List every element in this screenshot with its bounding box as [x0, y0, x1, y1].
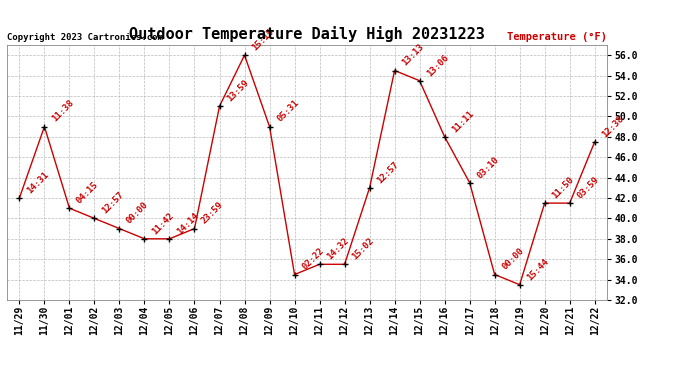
- Text: 14:32: 14:32: [325, 236, 351, 261]
- Text: 15:02: 15:02: [350, 236, 375, 261]
- Text: 11:11: 11:11: [450, 109, 475, 134]
- Text: 04:15: 04:15: [75, 180, 100, 206]
- Text: 14:31: 14:31: [25, 170, 50, 195]
- Text: Temperature (°F): Temperature (°F): [507, 33, 607, 42]
- Text: 00:00: 00:00: [125, 201, 150, 226]
- Text: 11:38: 11:38: [50, 99, 75, 124]
- Text: 11:42: 11:42: [150, 211, 175, 236]
- Text: 05:31: 05:31: [275, 99, 300, 124]
- Text: 15:15: 15:15: [250, 27, 275, 52]
- Text: 15:44: 15:44: [525, 256, 551, 282]
- Text: 11:50: 11:50: [550, 175, 575, 200]
- Text: 12:57: 12:57: [100, 190, 126, 216]
- Title: Outdoor Temperature Daily High 20231223: Outdoor Temperature Daily High 20231223: [129, 27, 485, 42]
- Text: 00:00: 00:00: [500, 246, 526, 272]
- Text: 02:22: 02:22: [300, 246, 326, 272]
- Text: 03:59: 03:59: [575, 175, 600, 200]
- Text: 13:06: 13:06: [425, 53, 451, 78]
- Text: 12:38: 12:38: [600, 114, 626, 139]
- Text: 13:13: 13:13: [400, 42, 426, 68]
- Text: 12:57: 12:57: [375, 160, 400, 185]
- Text: 13:59: 13:59: [225, 78, 250, 104]
- Text: 23:59: 23:59: [200, 201, 226, 226]
- Text: 03:10: 03:10: [475, 154, 500, 180]
- Text: Copyright 2023 Cartronics.com: Copyright 2023 Cartronics.com: [7, 33, 163, 42]
- Text: 14:14: 14:14: [175, 211, 200, 236]
